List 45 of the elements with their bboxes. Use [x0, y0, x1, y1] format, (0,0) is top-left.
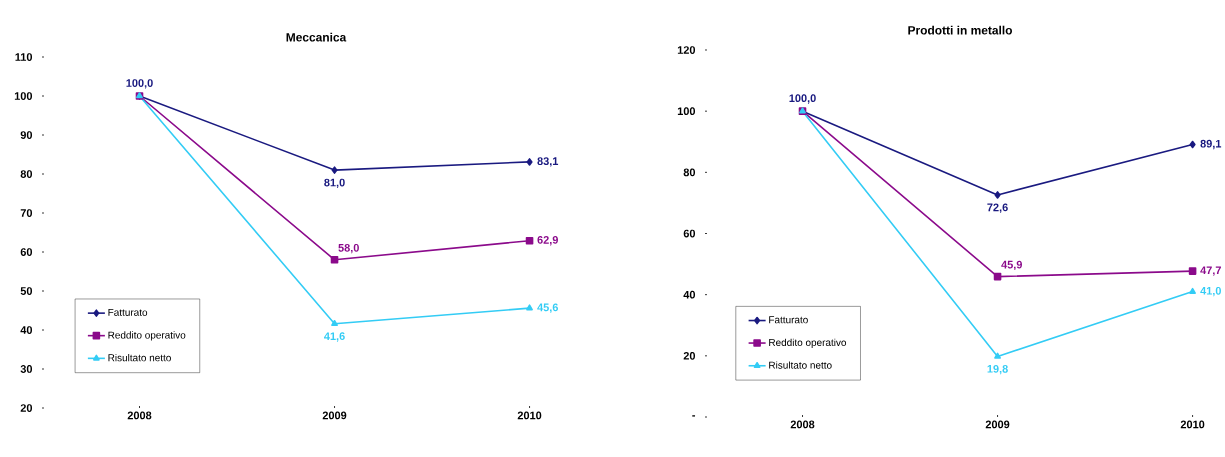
y-tick-label: 50	[20, 287, 33, 295]
y-tick-label: 120	[677, 46, 696, 54]
data-label: 45,6	[537, 303, 559, 313]
chart-title: Meccanica	[286, 32, 347, 42]
data-label: 47,7	[1200, 266, 1221, 276]
y-tick-label: 40	[683, 290, 696, 299]
data-label: 89,1	[1200, 139, 1222, 150]
y-tick-label: 20	[20, 404, 33, 412]
data-label: 45,9	[1001, 260, 1022, 271]
legend-label: Risultato netto	[108, 353, 171, 362]
data-label: 100,0	[789, 94, 816, 104]
y-tick-label: 20	[683, 351, 696, 360]
y-tick-label: 60	[20, 248, 33, 256]
data-label: 62,9	[537, 236, 558, 246]
y-tick-label: -	[692, 415, 696, 417]
legend-label: Risultato netto	[769, 361, 832, 369]
data-label: 58,0	[338, 243, 359, 254]
data-label: 83,1	[537, 157, 559, 167]
data-label: 81,0	[324, 178, 345, 188]
y-tick-label: 90	[20, 131, 33, 139]
data-label: 41,0	[1200, 286, 1221, 297]
chart-title: Prodotti in metallo	[908, 25, 1013, 35]
y-tick-label: 40	[20, 326, 33, 334]
data-label: 72,6	[987, 203, 1008, 213]
data-label: 100,0	[126, 79, 153, 89]
legend-label: Fatturato	[108, 308, 148, 316]
x-tick-label: 2009	[985, 420, 1010, 429]
legend-label: Reddito operativo	[108, 331, 186, 341]
y-tick-label: 100	[677, 107, 696, 116]
x-tick-label: 2008	[790, 420, 815, 429]
data-label: 41,6	[324, 332, 345, 342]
y-tick-label: 80	[20, 170, 33, 178]
data-label: 19,8	[987, 364, 1008, 375]
y-tick-label: 80	[683, 168, 696, 177]
x-tick-label: 2010	[1180, 420, 1205, 429]
y-tick-label: 60	[683, 229, 696, 238]
legend-label: Reddito operativo	[769, 338, 847, 348]
x-tick-label: 2010	[517, 411, 542, 420]
y-tick-label: 30	[20, 365, 33, 373]
x-tick-label: 2008	[127, 411, 152, 420]
y-tick-label: 110	[15, 53, 33, 61]
y-tick-label: 100	[14, 92, 33, 100]
y-tick-label: 70	[20, 209, 33, 217]
legend-label: Fatturato	[769, 316, 808, 324]
x-tick-label: 2009	[322, 411, 347, 420]
